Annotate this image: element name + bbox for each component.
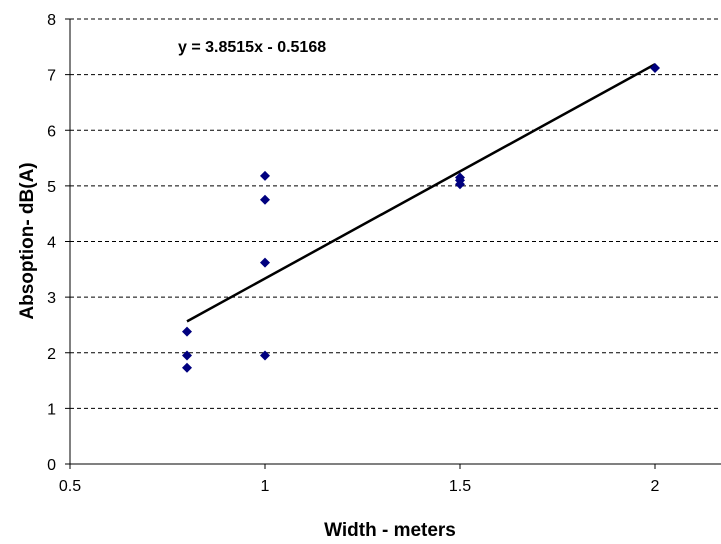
- y-tick-label: 4: [47, 235, 56, 252]
- y-tick-label: 1: [47, 401, 56, 418]
- x-tick-label: 1: [261, 478, 270, 495]
- axes: [65, 18, 721, 469]
- x-axis-title: Width - meters: [324, 520, 456, 541]
- trendline-group: [186, 63, 656, 323]
- y-tick-label: 8: [47, 12, 56, 29]
- trendline: [186, 63, 656, 323]
- data-point: [182, 350, 192, 361]
- data-point: [182, 362, 192, 373]
- y-tick-label: 0: [47, 457, 56, 474]
- y-tick-label: 5: [47, 179, 56, 196]
- x-tick-label: 0.5: [59, 478, 81, 495]
- y-tick-label: 7: [47, 68, 56, 85]
- y-tick-label: 3: [47, 290, 56, 307]
- data-point: [650, 62, 660, 73]
- data-point: [182, 326, 192, 337]
- x-tick-label: 1.5: [449, 478, 471, 495]
- data-point: [260, 194, 270, 205]
- trendline-equation: y = 3.8515x - 0.5168: [178, 39, 326, 56]
- data-points: [182, 62, 660, 373]
- tick-labels: 0 1 2 3 4 5 6 7 8 0.5 1 1.5 2: [47, 12, 659, 495]
- data-point: [260, 350, 270, 361]
- y-tick-label: 2: [47, 346, 56, 363]
- data-point: [260, 170, 270, 181]
- data-point: [455, 172, 465, 183]
- grid-lines: [70, 18, 721, 409]
- y-axis-title: Absoption- dB(A): [17, 162, 38, 319]
- x-tick-label: 2: [651, 478, 660, 495]
- y-tick-label: 6: [47, 123, 56, 140]
- data-point: [260, 257, 270, 268]
